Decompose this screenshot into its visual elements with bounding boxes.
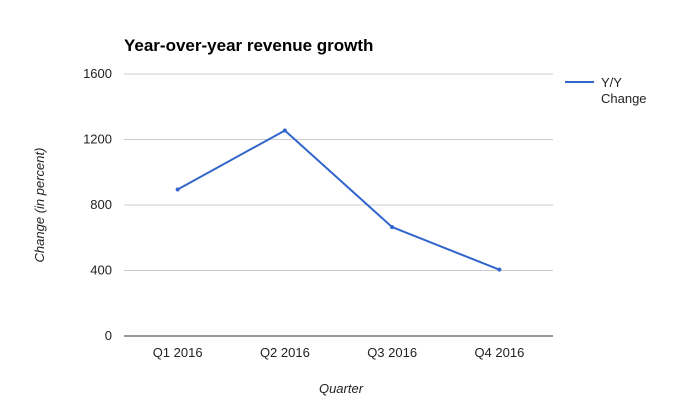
chart-title: Year-over-year revenue growth (124, 36, 373, 55)
y-tick-label-1600: 1600 (83, 66, 112, 81)
x-tick-label-q3-2016: Q3 2016 (367, 345, 417, 360)
x-tick-label-q1-2016: Q1 2016 (153, 345, 203, 360)
gridlines (124, 73, 553, 337)
y-axis-tick-labels: 0 400 800 1200 1600 (83, 66, 112, 343)
y-tick-label-0: 0 (105, 328, 112, 343)
data-point-q3-2016 (390, 225, 395, 230)
x-tick-label-q4-2016: Q4 2016 (474, 345, 524, 360)
series-lines (175, 128, 502, 272)
data-point-q2-2016 (282, 128, 287, 133)
data-point-q1-2016 (175, 187, 180, 192)
y-tick-label-400: 400 (90, 263, 112, 278)
y-tick-label-800: 800 (90, 197, 112, 212)
legend[interactable]: Y/Y Change (565, 75, 647, 106)
y-axis-title: Change (in percent) (32, 148, 47, 263)
legend-label-line-2: Change (601, 91, 647, 106)
legend-label-y-y-change: Y/Y Change (601, 75, 647, 106)
legend-label-line-1: Y/Y (601, 75, 622, 90)
x-axis-title: Quarter (319, 381, 364, 396)
x-tick-label-q2-2016: Q2 2016 (260, 345, 310, 360)
series-line-y-y-change (177, 129, 500, 271)
x-axis-tick-labels: Q1 2016 Q2 2016 Q3 2016 Q4 2016 (153, 345, 525, 360)
y-tick-label-1200: 1200 (83, 132, 112, 147)
data-point-q4-2016 (497, 267, 502, 272)
